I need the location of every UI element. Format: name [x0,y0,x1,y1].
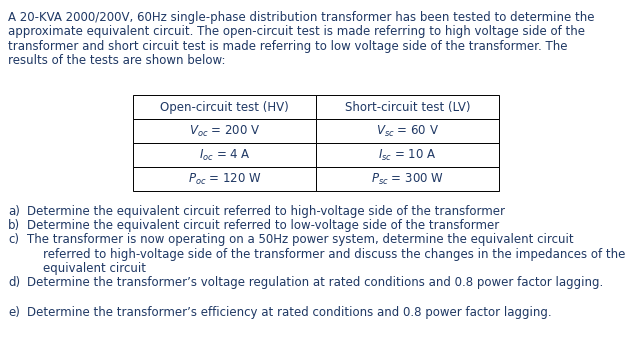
Bar [316,167,499,191]
Bar [316,119,499,143]
Text: Determine the equivalent circuit referred to low-voltage side of the transformer: Determine the equivalent circuit referre… [27,219,499,232]
Text: $V_{oc}$ = 200 V: $V_{oc}$ = 200 V [189,124,260,139]
Text: $I_{sc}$ = 10 A: $I_{sc}$ = 10 A [378,147,437,163]
Text: equivalent circuit: equivalent circuit [43,262,146,275]
Text: A 20-KVA 2000/200V, 60Hz single-phase distribution transformer has been tested t: A 20-KVA 2000/200V, 60Hz single-phase di… [8,11,595,24]
Text: approximate equivalent circuit. The open-circuit test is made referring to high : approximate equivalent circuit. The open… [8,25,585,38]
Text: Determine the transformer’s efficiency at rated conditions and 0.8 power factor : Determine the transformer’s efficiency a… [27,306,552,319]
Bar [133,143,316,167]
Text: $P_{sc}$ = 300 W: $P_{sc}$ = 300 W [371,171,444,187]
Text: Determine the transformer’s voltage regulation at rated conditions and 0.8 power: Determine the transformer’s voltage regu… [27,276,604,289]
Bar [316,95,499,119]
Bar [133,119,316,143]
Text: referred to high-voltage side of the transformer and discuss the changes in the : referred to high-voltage side of the tra… [43,247,626,261]
Text: e): e) [8,306,20,319]
Text: Short-circuit test (LV): Short-circuit test (LV) [344,101,470,113]
Text: c): c) [8,233,19,246]
Text: Open-circuit test (HV): Open-circuit test (HV) [160,101,289,113]
Text: b): b) [8,219,20,232]
Text: d): d) [8,276,20,289]
Text: transformer and short circuit test is made referring to low voltage side of the : transformer and short circuit test is ma… [8,40,568,53]
Bar [133,167,316,191]
Text: $I_{oc}$ = 4 A: $I_{oc}$ = 4 A [198,147,250,163]
Text: results of the tests are shown below:: results of the tests are shown below: [8,54,226,67]
Text: $V_{sc}$ = 60 V: $V_{sc}$ = 60 V [376,124,439,139]
Text: The transformer is now operating on a 50Hz power system, determine the equivalen: The transformer is now operating on a 50… [27,233,574,246]
Bar [316,143,499,167]
Text: a): a) [8,205,20,218]
Bar [133,95,316,119]
Text: $P_{oc}$ = 120 W: $P_{oc}$ = 120 W [188,171,262,187]
Text: Determine the equivalent circuit referred to high-voltage side of the transforme: Determine the equivalent circuit referre… [27,205,505,218]
